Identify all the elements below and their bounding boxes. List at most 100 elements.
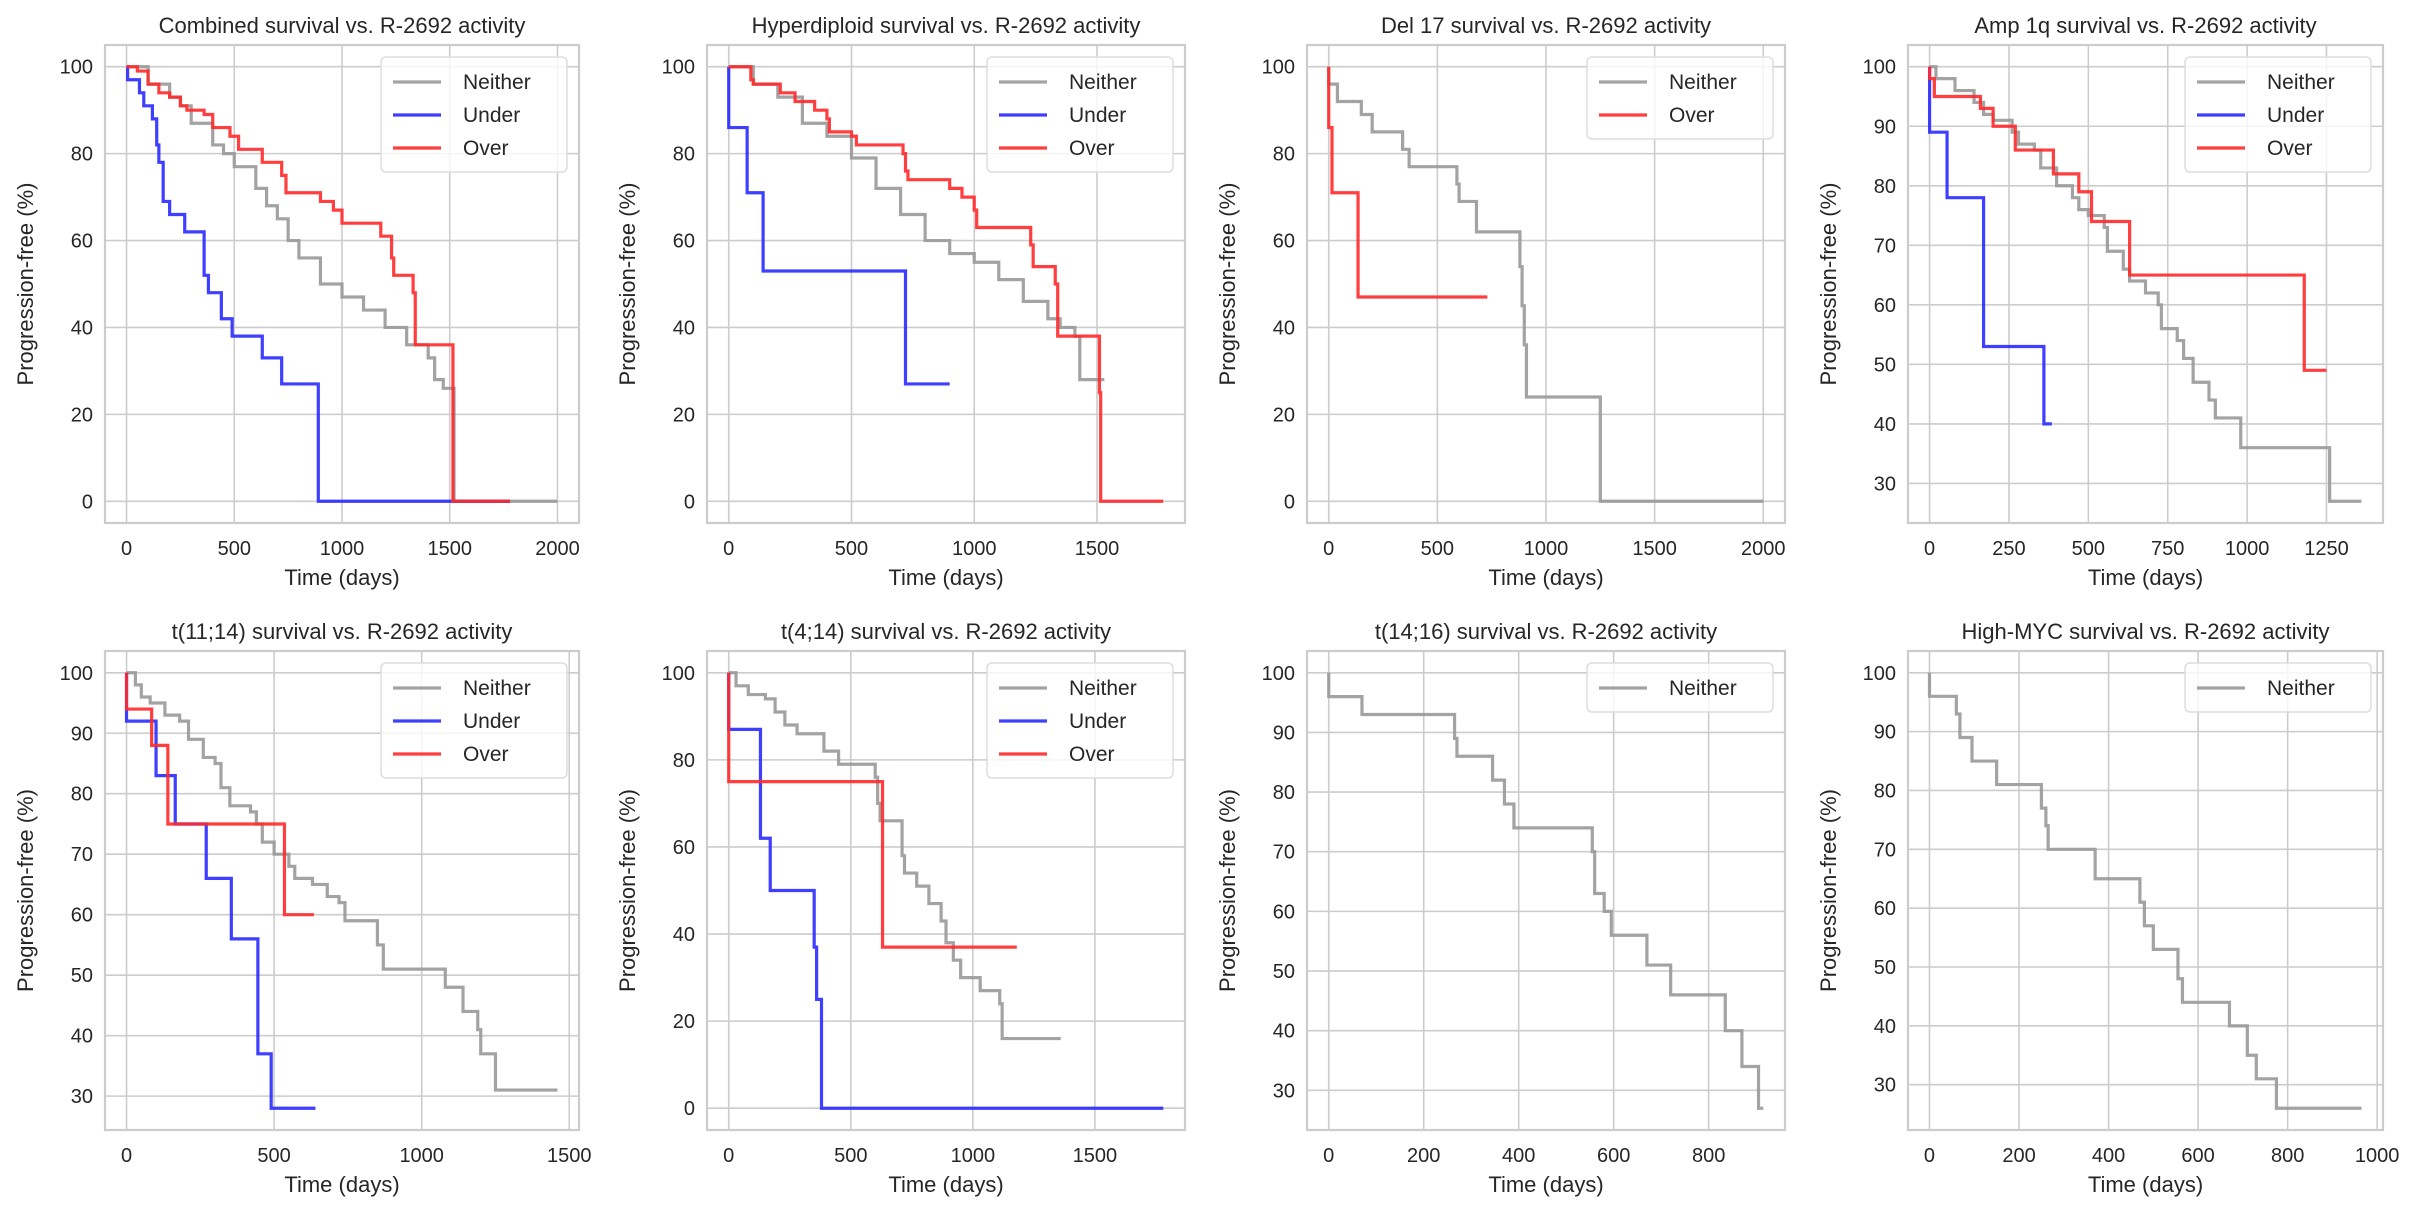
chart-title: Hyperdiploid survival vs. R-2692 activit… (752, 13, 1141, 38)
series-line-neither (1927, 672, 2362, 1110)
x-tick-label: 200 (2002, 1145, 2035, 1167)
y-tick-label: 60 (673, 231, 695, 253)
x-tick-label: 800 (2271, 1145, 2304, 1167)
legend-label: Neither (2267, 71, 2335, 94)
series-line-under (124, 672, 316, 1110)
x-tick-label: 1500 (427, 538, 472, 560)
x-tick-label: 0 (1924, 538, 1935, 560)
y-tick-label: 70 (1874, 235, 1896, 257)
chart-panel: 0 500 1000 1500 0 20 40 60 80 100 t(4;14) survival… (615, 619, 1187, 1197)
series-line-under (1927, 66, 2052, 426)
series-line-over (1327, 66, 1488, 299)
y-tick-label: 60 (1874, 295, 1896, 317)
legend-box (1586, 662, 1774, 713)
x-tick-label: 1000 (320, 538, 365, 560)
y-tick-label: 30 (1273, 1080, 1295, 1102)
x-tick-label: 600 (1597, 1145, 1630, 1167)
y-tick-label: 60 (1273, 231, 1295, 253)
x-tick-label: 400 (2092, 1145, 2125, 1167)
axes-frame (1906, 43, 2385, 525)
axes-frame (1305, 43, 1787, 525)
x-tick-label: 500 (834, 1145, 867, 1167)
x-tick-label: 0 (121, 538, 132, 560)
y-tick-label: 40 (673, 317, 695, 339)
y-tick-label: 80 (1874, 176, 1896, 198)
legend-label: Neither (1669, 677, 1737, 700)
y-tick-label: 90 (1874, 722, 1896, 744)
y-tick-label: 80 (673, 750, 695, 772)
legend-label: Over (2267, 137, 2313, 160)
legend: Neither Under Over (2184, 56, 2372, 173)
y-tick-label: 40 (1874, 414, 1896, 436)
x-tick-label: 1000 (1524, 538, 1569, 560)
chart-title: t(14;16) survival vs. R-2692 activity (1375, 619, 1717, 644)
y-tick-label: 30 (1874, 1075, 1896, 1097)
chart-panel: 0 500 1000 1500 30 40 50 60 70 80 90 100 t(11;14) su… (13, 619, 592, 1197)
series-line-neither (1327, 672, 1764, 1110)
legend: Neither Under Over (380, 56, 568, 173)
axes-frame (103, 649, 581, 1132)
y-axis-label: Progression-free (%) (1215, 183, 1240, 386)
y-tick-label: 60 (1273, 901, 1295, 923)
legend-label: Under (2267, 104, 2324, 127)
y-tick-label: 0 (1284, 491, 1295, 513)
x-tick-label: 500 (1421, 538, 1454, 560)
y-tick-label: 50 (1874, 354, 1896, 376)
y-tick-label: 90 (71, 723, 93, 745)
x-tick-label: 600 (2181, 1145, 2214, 1167)
x-tick-label: 1000 (2355, 1145, 2400, 1167)
y-axis-label: Progression-free (%) (1816, 789, 1841, 992)
x-tick-label: 1000 (952, 538, 997, 560)
legend-label: Neither (1669, 71, 1737, 94)
y-tick-label: 20 (1273, 404, 1295, 426)
y-tick-label: 40 (1273, 317, 1295, 339)
y-tick-label: 20 (673, 404, 695, 426)
series-line-neither (126, 671, 558, 1092)
y-tick-label: 30 (1874, 473, 1896, 495)
x-tick-label: 400 (1502, 1145, 1535, 1167)
chart-panel: 0 250 500 750 1000 1250 30 40 50 60 70 80 90 100 Amp 1… (1816, 13, 2385, 590)
legend-label: Neither (1069, 677, 1137, 700)
legend-label: Under (1069, 104, 1126, 127)
y-tick-label: 40 (71, 1026, 93, 1048)
x-tick-label: 2000 (535, 538, 580, 560)
x-tick-label: 200 (1407, 1145, 1440, 1167)
chart-panel: 0 200 400 600 800 1000 30 40 50 60 70 80 90 100 High-M… (1816, 619, 2399, 1197)
x-axis-label: Time (days) (1488, 1172, 1603, 1197)
x-tick-label: 0 (121, 1145, 132, 1167)
series-line-over (126, 65, 511, 503)
x-tick-label: 0 (723, 538, 734, 560)
x-tick-label: 1500 (1075, 538, 1120, 560)
legend-label: Under (463, 104, 520, 127)
y-tick-label: 100 (1262, 57, 1295, 79)
chart-title: Combined survival vs. R-2692 activity (159, 13, 526, 38)
chart-title: Amp 1q survival vs. R-2692 activity (1974, 13, 2316, 38)
x-tick-label: 0 (1323, 538, 1334, 560)
y-axis-label: Progression-free (%) (13, 789, 38, 992)
x-tick-label: 1000 (951, 1145, 996, 1167)
legend: Neither (1586, 662, 1774, 713)
y-tick-label: 80 (1874, 780, 1896, 802)
series-line-neither (1327, 66, 1764, 503)
legend-label: Neither (463, 677, 531, 700)
y-tick-label: 90 (1273, 722, 1295, 744)
x-tick-label: 500 (257, 1145, 290, 1167)
legend-label: Over (463, 743, 509, 766)
y-tick-label: 100 (60, 57, 93, 79)
series-line-neither (728, 671, 1061, 1041)
axes-frame (705, 43, 1187, 525)
legend-label: Neither (1069, 71, 1137, 94)
chart-title: High-MYC survival vs. R-2692 activity (1962, 619, 2330, 644)
x-axis-label: Time (days) (2088, 565, 2203, 590)
y-tick-label: 100 (662, 57, 695, 79)
x-tick-label: 0 (1924, 1145, 1935, 1167)
legend-box (2184, 662, 2372, 713)
chart-panel: 0 200 400 600 800 30 40 50 60 70 80 90 100 t(14;16) s… (1215, 619, 1787, 1197)
legend: Neither Over (1586, 56, 1774, 140)
chart-title: t(11;14) survival vs. R-2692 activity (172, 619, 513, 644)
legend: Neither Under Over (380, 662, 568, 779)
x-tick-label: 1500 (1073, 1145, 1118, 1167)
series-line-over (1927, 66, 2327, 372)
y-tick-label: 50 (1273, 961, 1295, 983)
x-tick-label: 250 (1992, 538, 2025, 560)
